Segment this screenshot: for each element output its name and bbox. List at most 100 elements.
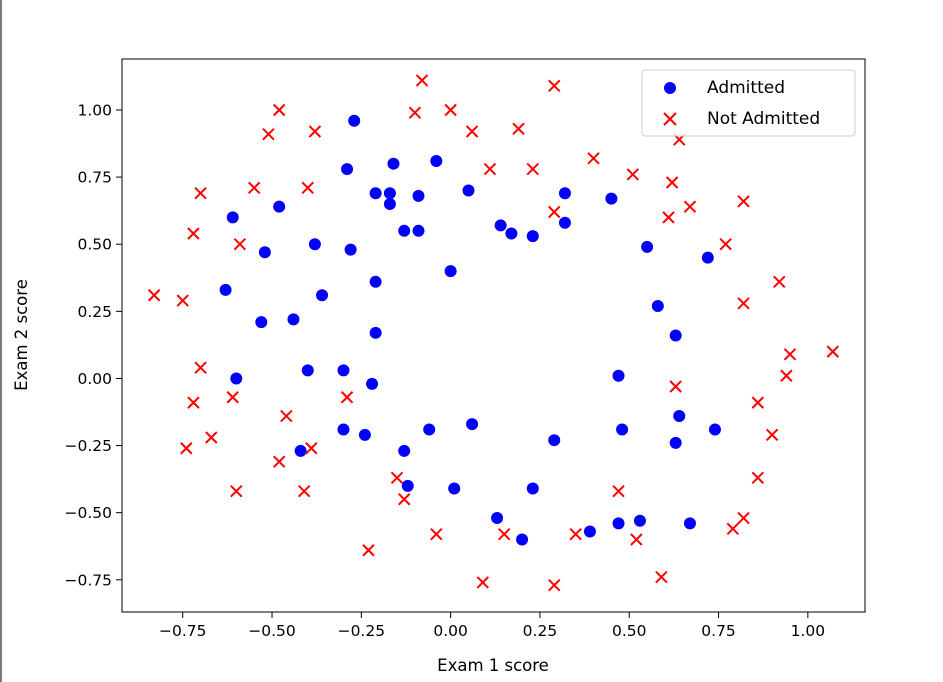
admitted-point <box>273 200 286 213</box>
not-admitted-point <box>783 348 797 361</box>
admitted-point <box>701 251 714 264</box>
admitted-point <box>633 514 646 527</box>
admitted-point <box>358 428 371 441</box>
not-admitted-point <box>390 471 404 484</box>
not-admitted-point <box>737 297 750 310</box>
legend-circle-marker-icon <box>664 82 676 94</box>
admitted-point <box>337 423 350 436</box>
not-admitted-point <box>483 162 497 176</box>
not-admitted-point <box>826 345 840 358</box>
y-tick-label: 0.75 <box>77 169 112 187</box>
admitted-point <box>548 434 561 447</box>
admitted-point <box>258 246 271 259</box>
not-admitted-point <box>408 106 422 119</box>
not-admitted-point <box>630 533 643 546</box>
axes-frame <box>121 58 866 613</box>
x-tick-label: 0.75 <box>701 622 736 640</box>
not-admitted-point <box>230 484 243 498</box>
legend-label-not-admitted: Not Admitted <box>707 109 820 129</box>
admitted-point <box>526 482 539 495</box>
admitted-point <box>505 227 518 240</box>
admitted-point <box>294 444 307 457</box>
not-admitted-point <box>655 570 668 584</box>
not-admitted-point <box>233 238 247 251</box>
admitted-point <box>462 184 475 197</box>
not-admitted-point <box>297 484 311 498</box>
not-admitted-point <box>726 522 740 535</box>
admitted-point <box>444 265 457 278</box>
y-tick-label: −0.50 <box>65 504 113 522</box>
admitted-point <box>430 155 443 168</box>
legend-box <box>641 69 856 137</box>
not-admitted-point <box>662 211 675 224</box>
not-admitted-point <box>180 442 193 455</box>
not-admitted-point <box>669 380 682 393</box>
not-admitted-point <box>430 527 443 541</box>
admitted-point <box>612 517 625 530</box>
not-admitted-point <box>548 578 561 592</box>
not-admitted-point <box>280 409 293 423</box>
x-tick-label: −0.25 <box>338 622 386 640</box>
not-admitted-point <box>737 511 750 525</box>
y-tick-label: 0.00 <box>77 370 112 388</box>
admitted-point <box>366 377 379 390</box>
admitted-point <box>448 482 461 495</box>
y-tick-label: 0.25 <box>77 303 112 321</box>
not-admitted-point <box>765 428 779 442</box>
not-admitted-point <box>465 125 479 138</box>
not-admitted-point <box>587 152 600 165</box>
admitted-point <box>526 230 539 243</box>
not-admitted-point <box>340 391 354 404</box>
not-admitted-point <box>397 493 411 506</box>
not-admitted-point <box>476 576 489 589</box>
admitted-point <box>423 423 436 436</box>
admitted-point <box>669 436 682 449</box>
not-admitted-point <box>247 181 261 195</box>
admitted-point <box>605 192 618 205</box>
not-admitted-point <box>272 103 286 117</box>
x-tick-label: −0.75 <box>159 622 207 640</box>
not-admitted-point <box>187 396 200 409</box>
admitted-point <box>616 423 629 436</box>
not-admitted-point <box>569 527 582 541</box>
admitted-point <box>412 189 425 202</box>
legend: Admitted Not Admitted <box>641 69 856 137</box>
admitted-point <box>558 187 571 200</box>
x-tick-label: 0.25 <box>523 622 558 640</box>
not-admitted-point <box>665 176 679 189</box>
admitted-point <box>387 157 400 170</box>
not-admitted-point <box>773 275 786 289</box>
x-tick-label: −0.50 <box>248 622 296 640</box>
x-tick-label: 1.00 <box>791 622 826 640</box>
x-axis-label: Exam 1 score <box>437 656 549 675</box>
not-admitted-point <box>526 162 540 176</box>
y-tick-label: −0.75 <box>65 571 113 589</box>
not-admitted-point <box>737 195 750 208</box>
admitted-point <box>308 238 321 251</box>
admitted-point <box>669 329 682 342</box>
admitted-point <box>337 364 350 377</box>
y-tick-label: 0.50 <box>77 236 112 254</box>
admitted-point <box>344 243 357 256</box>
not-admitted-point <box>205 431 218 444</box>
not-admitted-point <box>751 471 765 484</box>
not-admitted-point <box>444 103 457 117</box>
not-admitted-point <box>194 187 207 200</box>
admitted-point <box>612 369 625 382</box>
admitted-point <box>683 517 696 530</box>
admitted-point <box>398 444 411 457</box>
admitted-point <box>641 240 654 253</box>
not-admitted-point <box>226 391 239 404</box>
admitted-point <box>301 364 314 377</box>
legend-label-admitted: Admitted <box>707 78 785 98</box>
y-axis-ticks: −0.75 −0.50 −0.25 0.00 0.25 0.50 0.75 1.00 <box>65 102 122 589</box>
not-admitted-point <box>780 369 793 382</box>
admitted-point <box>651 299 664 312</box>
x-axis-ticks: −0.75 −0.50 −0.25 0.00 0.25 0.50 0.75 1.00 <box>159 612 825 640</box>
data-points <box>147 74 840 592</box>
admitted-point <box>341 163 354 176</box>
not-admitted-point <box>683 200 697 213</box>
legend-x-marker-icon <box>663 112 677 126</box>
admitted-point <box>383 197 396 210</box>
